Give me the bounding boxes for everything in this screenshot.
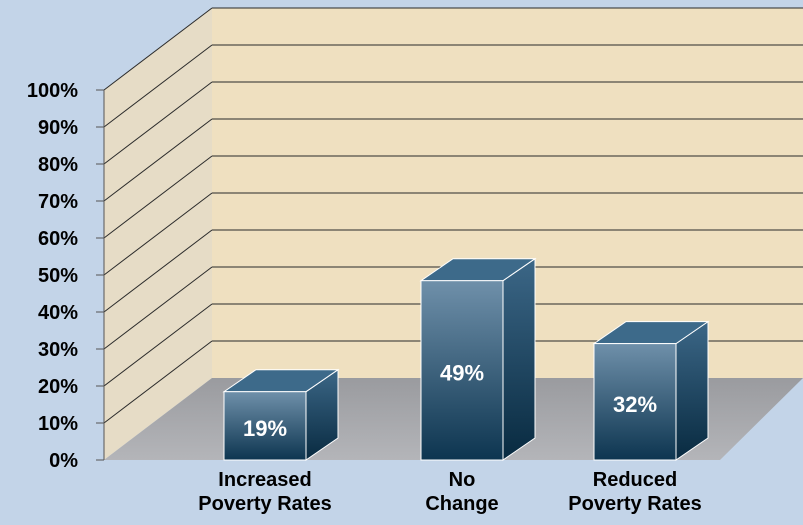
- x-category-label: Reduced Poverty Rates: [568, 469, 701, 515]
- y-tick-label: 60%: [38, 228, 78, 250]
- y-tick-label: 10%: [38, 413, 78, 435]
- bar: 49%: [421, 259, 535, 460]
- y-tick-label: 50%: [38, 265, 78, 287]
- bar-side: [676, 322, 708, 460]
- x-category-label: Increased Poverty Rates: [198, 469, 331, 515]
- x-category-label: No Change: [425, 469, 498, 515]
- bar-value-label: 49%: [440, 360, 484, 385]
- bar: 32%: [594, 322, 708, 460]
- y-tick-label: 30%: [38, 339, 78, 361]
- bar-side: [503, 259, 535, 460]
- y-tick-label: 100%: [27, 80, 78, 102]
- bar-value-label: 19%: [243, 416, 287, 441]
- y-tick-label: 20%: [38, 376, 78, 398]
- bar-value-label: 32%: [613, 392, 657, 417]
- y-tick-label: 90%: [38, 117, 78, 139]
- y-tick-label: 40%: [38, 302, 78, 324]
- y-tick-label: 70%: [38, 191, 78, 213]
- y-tick-label: 80%: [38, 154, 78, 176]
- y-tick-label: 0%: [49, 450, 78, 472]
- bar: 19%: [224, 370, 338, 460]
